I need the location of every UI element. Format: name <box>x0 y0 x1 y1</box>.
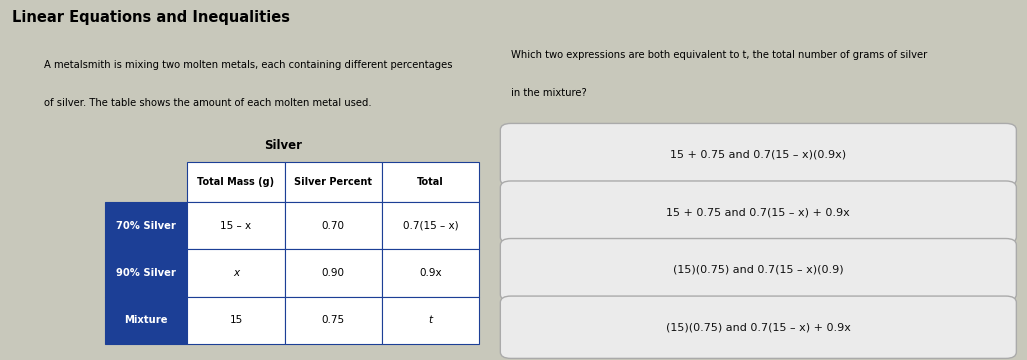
Bar <box>382 249 479 297</box>
Bar <box>382 162 479 202</box>
Bar <box>187 249 284 297</box>
Text: 70% Silver: 70% Silver <box>116 221 177 230</box>
Text: 0.75: 0.75 <box>321 315 345 325</box>
Text: 15 + 0.75 and 0.7(15 – x) + 0.9x: 15 + 0.75 and 0.7(15 – x) + 0.9x <box>667 207 850 217</box>
Bar <box>105 202 187 249</box>
Text: 0.90: 0.90 <box>321 268 345 278</box>
Bar <box>382 202 479 249</box>
Text: x: x <box>233 268 239 278</box>
Text: in the mixture?: in the mixture? <box>511 88 586 98</box>
Text: 0.7(15 – x): 0.7(15 – x) <box>403 221 458 230</box>
Text: of silver. The table shows the amount of each molten metal used.: of silver. The table shows the amount of… <box>44 98 372 108</box>
Bar <box>284 297 382 344</box>
Bar <box>382 297 479 344</box>
FancyBboxPatch shape <box>500 123 1017 186</box>
Bar <box>187 162 284 202</box>
Text: Total: Total <box>417 177 444 187</box>
Text: (15)(0.75) and 0.7(15 – x) + 0.9x: (15)(0.75) and 0.7(15 – x) + 0.9x <box>665 322 850 332</box>
Text: 90% Silver: 90% Silver <box>116 268 177 278</box>
Text: Total Mass (g): Total Mass (g) <box>197 177 274 187</box>
FancyBboxPatch shape <box>500 239 1017 301</box>
Text: Linear Equations and Inequalities: Linear Equations and Inequalities <box>12 9 291 24</box>
Text: Which two expressions are both equivalent to t, the total number of grams of sil: Which two expressions are both equivalen… <box>511 50 927 60</box>
Text: A metalsmith is mixing two molten metals, each containing different percentages: A metalsmith is mixing two molten metals… <box>44 59 453 69</box>
Text: Silver Percent: Silver Percent <box>294 177 372 187</box>
Text: 15: 15 <box>229 315 242 325</box>
Bar <box>105 297 187 344</box>
Text: 15 + 0.75 and 0.7(15 – x)(0.9x): 15 + 0.75 and 0.7(15 – x)(0.9x) <box>671 150 846 159</box>
Bar <box>187 202 284 249</box>
Bar <box>105 249 187 297</box>
Text: (15)(0.75) and 0.7(15 – x)(0.9): (15)(0.75) and 0.7(15 – x)(0.9) <box>673 265 843 275</box>
FancyBboxPatch shape <box>500 181 1017 243</box>
Bar <box>284 162 382 202</box>
Text: 0.70: 0.70 <box>321 221 345 230</box>
FancyBboxPatch shape <box>500 296 1017 359</box>
Text: Silver: Silver <box>264 139 302 152</box>
Text: 15 – x: 15 – x <box>221 221 252 230</box>
Text: t: t <box>428 315 432 325</box>
Bar <box>284 249 382 297</box>
Text: Mixture: Mixture <box>124 315 168 325</box>
Bar <box>284 202 382 249</box>
Text: 0.9x: 0.9x <box>419 268 442 278</box>
Bar <box>187 297 284 344</box>
